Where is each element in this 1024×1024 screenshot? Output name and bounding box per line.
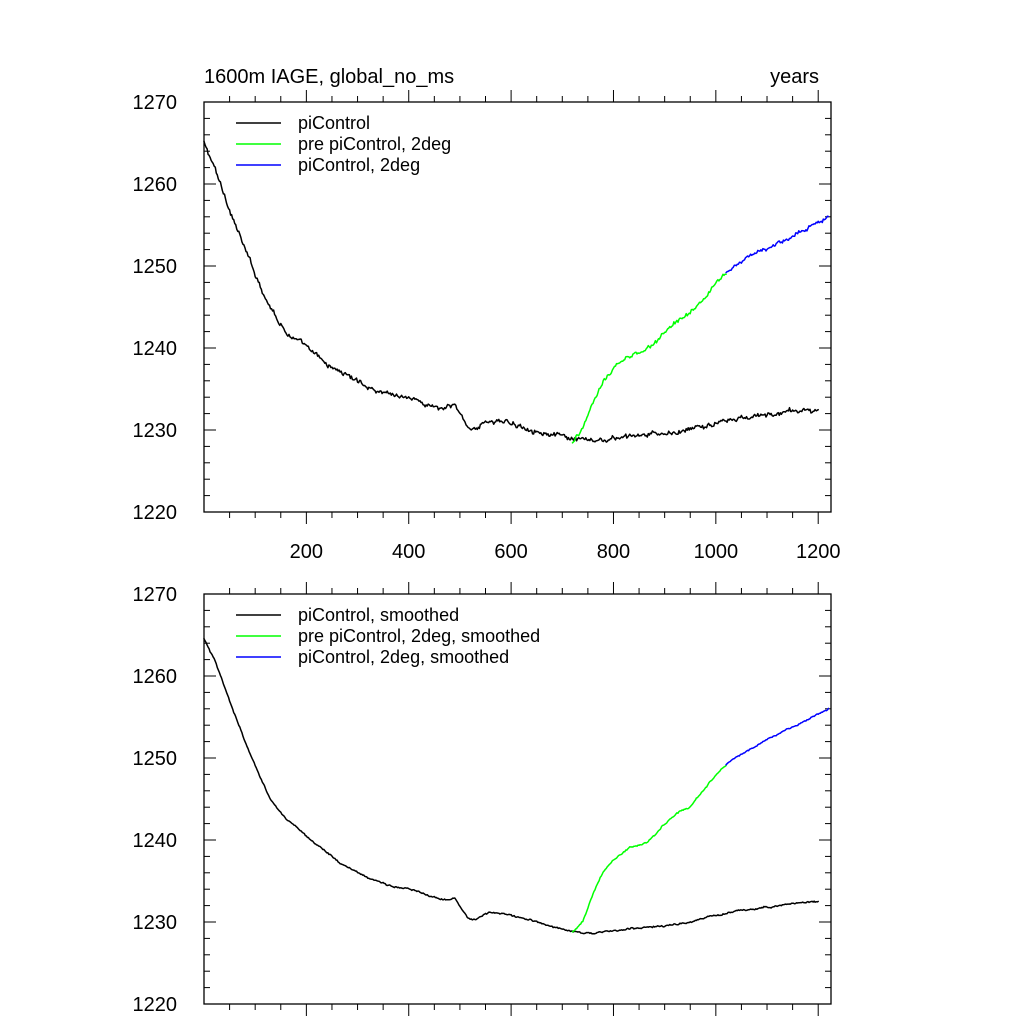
y-tick-label: 1240 — [133, 338, 178, 360]
series-line-picontrol-2deg-smoothed — [725, 707, 830, 766]
legend-label: piControl, smoothed — [298, 605, 459, 625]
y-tick-label: 1230 — [133, 912, 178, 934]
bottom-panel-series — [203, 637, 830, 935]
series-line-picontrol — [203, 140, 819, 443]
top-panel-units-label: years — [770, 66, 819, 88]
top-panel-series — [203, 140, 830, 444]
y-tick-label: 1250 — [133, 748, 178, 770]
y-tick-label: 1250 — [133, 256, 178, 278]
top-panel: 1600m IAGE, global_no_ms years 122012301… — [133, 66, 841, 563]
x-tick-label: 600 — [494, 541, 527, 563]
series-line-picontrol-smoothed — [203, 637, 819, 935]
x-tick-label: 800 — [597, 541, 630, 563]
series-line-picontrol-2deg — [725, 215, 830, 274]
top-panel-frame — [203, 101, 832, 513]
x-tick-label: 1200 — [796, 541, 841, 563]
series-line-pre-picontrol-2deg — [571, 273, 727, 444]
legend-label: piControl, 2deg — [298, 155, 420, 175]
legend-label: piControl, 2deg, smoothed — [298, 647, 509, 667]
legend-label: pre piControl, 2deg — [298, 134, 451, 154]
x-tick-label: 400 — [392, 541, 425, 563]
y-tick-label: 1260 — [133, 174, 178, 196]
y-tick-label: 1260 — [133, 666, 178, 688]
y-tick-label: 1270 — [133, 92, 178, 114]
x-tick-label: 200 — [290, 541, 323, 563]
y-tick-label: 1240 — [133, 830, 178, 852]
top-panel-title: 1600m IAGE, global_no_ms — [204, 66, 454, 88]
x-tick-label: 1000 — [694, 541, 739, 563]
top-panel-axes: 1220 1230 1240 1250 1260 1270 200 400 600 800 1000… — [133, 90, 841, 563]
legend-label: piControl — [298, 113, 370, 133]
y-tick-label: 1230 — [133, 420, 178, 442]
bottom-panel-frame — [203, 593, 832, 1005]
y-tick-label: 1270 — [133, 584, 178, 606]
series-line-pre-picontrol-2deg-smoothed — [571, 764, 727, 933]
y-tick-label: 1220 — [133, 502, 178, 524]
y-tick-label: 1220 — [133, 994, 178, 1016]
bottom-panel: 1220 1230 1240 1250 1260 1270 piControl, smoo… — [133, 582, 832, 1016]
legend-label: pre piControl, 2deg, smoothed — [298, 626, 540, 646]
